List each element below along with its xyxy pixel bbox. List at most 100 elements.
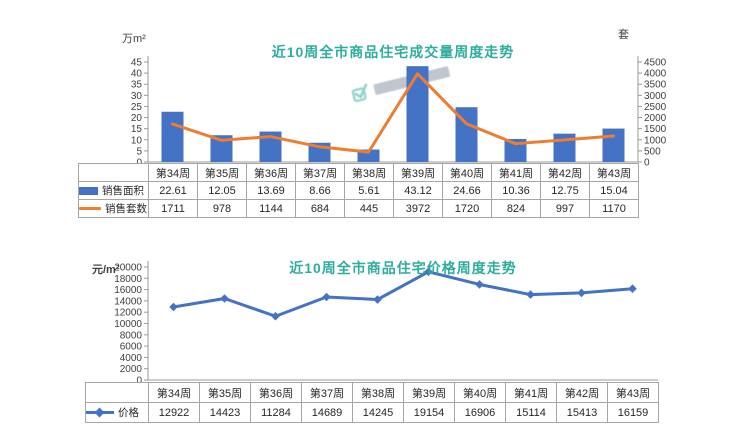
corner-cell — [85, 382, 149, 403]
legend-label: 销售面积 — [102, 185, 144, 197]
diamond-marker-icon — [373, 295, 382, 304]
axis-tick-label: 3000 — [644, 91, 667, 102]
price-left-axis-unit: 元/m² — [92, 264, 120, 276]
diamond-marker-icon — [628, 284, 637, 294]
value-cell: 684 — [295, 199, 345, 218]
watermark-logo — [350, 62, 451, 104]
bar — [161, 111, 184, 162]
diamond-marker-icon — [424, 267, 433, 277]
value-cell: 824 — [491, 199, 541, 218]
value-cell: 15.04 — [589, 181, 639, 200]
week-header-cell: 第34周 — [148, 382, 200, 403]
legend-label: 价格 — [118, 407, 139, 419]
axis-tick-label: 1000 — [644, 135, 667, 146]
axis-tick-label: 18000 — [114, 274, 142, 285]
series-line — [171, 72, 615, 154]
volume-chart-title: 近10周全市商品住宅成交量周度走势 — [271, 44, 515, 60]
value-cell: 14423 — [199, 402, 251, 423]
value-cell: 14245 — [352, 402, 404, 423]
value-cell: 445 — [344, 199, 394, 218]
legend-label: 销售套数 — [105, 203, 147, 215]
value-cell: 24.66 — [442, 181, 492, 200]
bar — [210, 135, 233, 162]
value-cell: 5.61 — [344, 181, 394, 200]
week-header-cell: 第34周 — [148, 163, 198, 182]
volume-left-axis-unit: 万m² — [122, 33, 146, 45]
value-cell: 11284 — [250, 402, 302, 423]
table-row: 价格 12922 14423 11284 14689 14245 19154 16906 151… — [85, 402, 659, 423]
value-cell: 8.66 — [295, 181, 345, 200]
axis-tick-label: 15 — [131, 124, 143, 135]
value-cell: 12922 — [148, 402, 200, 423]
diamond-marker-icon — [271, 311, 280, 321]
week-header-cell: 第35周 — [199, 382, 251, 403]
week-header-cell: 第41周 — [505, 382, 557, 403]
week-header-cell: 第38周 — [352, 382, 404, 403]
value-cell: 14689 — [301, 402, 353, 423]
table-header-row: 第34周 第35周 第36周 第37周 第38周 第39周 第40周 第41周 第42周 第43周 — [85, 382, 659, 403]
week-header-cell: 第40周 — [442, 163, 492, 182]
price-chart-plot: 2000018000160001400012000100008000600040… — [114, 261, 658, 387]
table-header-row: 第34周 第35周 第36周 第37周 第38周 第39周 第40周 第41周 第42周 第43周 — [78, 163, 639, 182]
axis-tick-label: 40 — [131, 69, 143, 80]
week-header-cell: 第40周 — [454, 382, 506, 403]
volume-data-table: 第34周 第35周 第36周 第37周 第38周 第39周 第40周 第41周 第42周 第43周… — [78, 163, 639, 218]
axis-tick-label: 16000 — [114, 285, 142, 296]
diamond-marker-icon — [220, 294, 229, 303]
axis-tick-label: 4500 — [644, 58, 667, 69]
week-header-cell: 第43周 — [607, 382, 659, 403]
axis-tick-label: 2000 — [644, 113, 667, 124]
value-cell: 3972 — [393, 199, 443, 218]
value-cell: 12.75 — [540, 181, 590, 200]
week-header-cell: 第42周 — [556, 382, 608, 403]
axis-tick-label: 10000 — [114, 319, 142, 330]
value-cell: 13.69 — [246, 181, 296, 200]
axis-tick-label: 1500 — [644, 124, 667, 135]
diamond-marker-icon — [526, 290, 535, 299]
volume-right-axis-unit: 套 — [618, 29, 629, 41]
week-header-cell: 第38周 — [344, 163, 394, 182]
legend-line-swatch-icon — [79, 207, 101, 210]
axis-tick-label: 500 — [644, 146, 661, 157]
week-header-cell: 第41周 — [491, 163, 541, 182]
value-cell: 1720 — [442, 199, 492, 218]
series-line — [172, 270, 634, 318]
axis-tick-label: 4000 — [120, 353, 143, 364]
axis-tick-label: 2500 — [644, 102, 667, 113]
legend-line-diamond-swatch-icon — [86, 407, 114, 418]
legend-cell: 销售套数 — [78, 199, 149, 218]
value-cell: 997 — [540, 199, 590, 218]
value-cell: 19154 — [403, 402, 455, 423]
value-cell: 16159 — [607, 402, 659, 423]
week-header-cell: 第37周 — [295, 163, 345, 182]
legend-cell: 销售面积 — [78, 181, 149, 200]
value-cell: 12.05 — [197, 181, 247, 200]
week-header-cell: 第37周 — [301, 382, 353, 403]
value-cell: 15114 — [505, 402, 557, 423]
axis-tick-label: 10 — [131, 135, 143, 146]
axis-tick-label: 35 — [131, 80, 143, 91]
week-header-cell: 第39周 — [403, 382, 455, 403]
value-cell: 1170 — [589, 199, 639, 218]
axis-tick-label: 4000 — [644, 69, 667, 80]
chart-data-table: 第34周 第35周 第36周 第37周 第38周 第39周 第40周 第41周 第42周 第43周… — [85, 382, 659, 423]
week-header-cell: 第43周 — [589, 163, 639, 182]
axis-tick-label: 20000 — [114, 263, 142, 274]
price-data-table: 第34周 第35周 第36周 第37周 第38周 第39周 第40周 第41周 第42周 第43周… — [85, 382, 659, 423]
bar — [406, 66, 429, 162]
axis-tick-label: 3500 — [644, 80, 667, 91]
axis-tick-label: 14000 — [114, 296, 142, 307]
legend-cell: 价格 — [85, 402, 149, 423]
axis-tick-label: 30 — [131, 91, 143, 102]
diamond-marker-icon — [475, 280, 484, 289]
axis-tick-label: 0 — [644, 158, 650, 169]
table-row: 销售套数 1711 978 1144 684 445 3972 1720 824 997 1170 — [78, 199, 639, 218]
week-header-cell: 第35周 — [197, 163, 247, 182]
bar — [455, 107, 478, 162]
legend-diamond-icon — [94, 407, 105, 418]
axis-tick-label: 5 — [136, 146, 142, 157]
axis-tick-label: 45 — [131, 58, 143, 69]
axis-tick-label: 6000 — [120, 342, 143, 353]
